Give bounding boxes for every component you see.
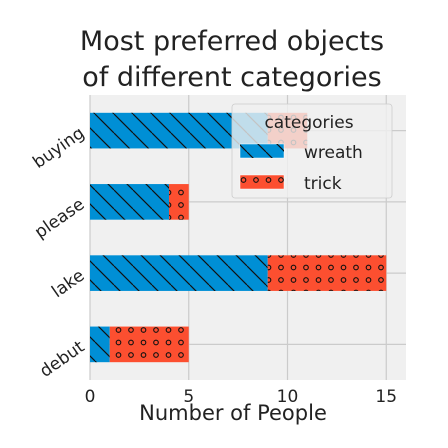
bar-wreath-debut-pattern: [90, 326, 110, 363]
bar-wreath-lake-pattern: [90, 255, 268, 291]
x-tick-label: 15: [375, 387, 397, 407]
bar-trick-please-pattern: [169, 184, 189, 220]
legend-swatch-trick-pattern: [240, 175, 284, 189]
bar-trick-lake-pattern: [267, 255, 387, 291]
legend-box: [231, 103, 393, 199]
chart-title-line-1: Most preferred objects: [80, 26, 384, 57]
chart-title-line-2: of different categories: [82, 62, 381, 93]
x-tick-labels: 0 5 10 15: [85, 387, 397, 407]
x-tick-label: 5: [183, 387, 194, 407]
legend-label-trick: trick: [304, 174, 342, 194]
bar-trick-debut-pattern: [109, 326, 189, 363]
legend-swatch-wreath-pattern: [240, 144, 284, 158]
x-axis-label: Number of People: [139, 401, 327, 425]
x-tick-label: 10: [277, 387, 299, 407]
legend-label-wreath: wreath: [304, 143, 363, 163]
bar-wreath-please-pattern: [90, 184, 169, 220]
legend-title: categories: [264, 113, 353, 133]
x-tick-label: 0: [85, 387, 96, 407]
legend: categories wreath trick: [231, 103, 393, 199]
